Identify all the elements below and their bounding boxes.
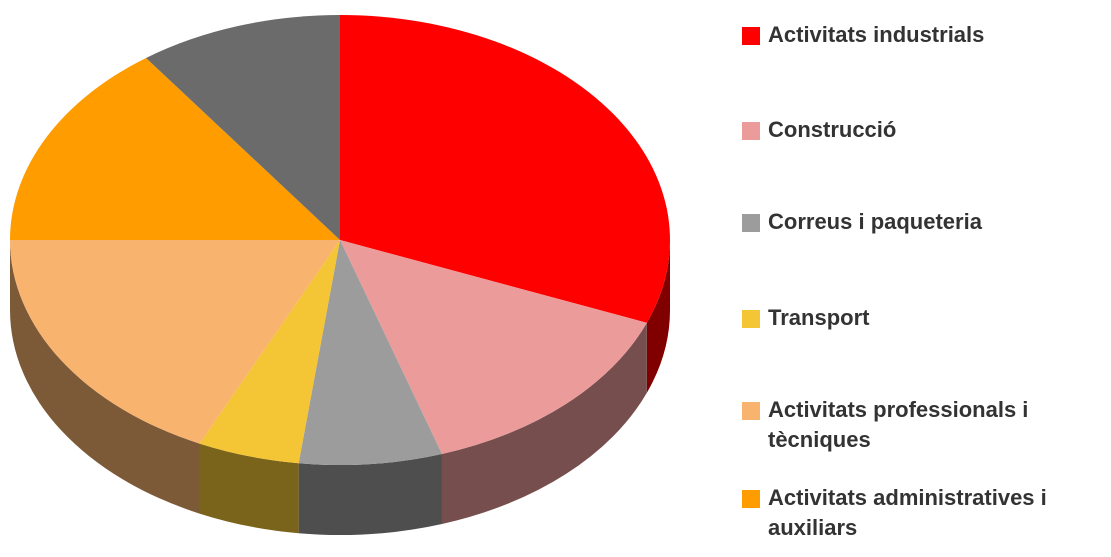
pie-side — [9, 240, 200, 514]
pie-slice — [9, 240, 340, 444]
pie-side — [298, 453, 442, 535]
legend-swatch — [742, 490, 760, 508]
legend-swatch — [742, 310, 760, 328]
pie-slice — [10, 57, 340, 240]
legend-label: Activitats industrials — [768, 22, 985, 47]
pie-slice — [146, 15, 340, 240]
pie-side — [646, 240, 670, 393]
legend-swatch — [742, 27, 760, 45]
legend-item: Transport — [742, 303, 1104, 333]
legend-item: Activitats administratives i auxiliars — [742, 483, 1104, 543]
pie-slice — [340, 15, 670, 323]
chart — [9, 15, 670, 535]
pie-slice — [298, 240, 442, 466]
pie-slice — [199, 240, 340, 464]
legend-item: Construcció — [742, 115, 1104, 145]
pie-side — [199, 443, 299, 534]
legend-swatch — [742, 402, 760, 420]
legend-label: Activitats professionals i tècniques — [768, 397, 1029, 452]
legend-label: Construcció — [768, 117, 897, 142]
legend-item: Activitats professionals i tècniques — [742, 395, 1104, 455]
legend-label: Correus i paqueteria — [768, 209, 982, 234]
pie-side — [441, 322, 647, 524]
legend-label: Activitats administratives i auxiliars — [768, 485, 1047, 540]
legend-label: Transport — [768, 305, 870, 330]
pie-slice — [340, 240, 647, 454]
legend-swatch — [742, 214, 760, 232]
legend-swatch — [742, 122, 760, 140]
legend-item: Correus i paqueteria — [742, 207, 1104, 237]
legend-item: Activitats industrials — [742, 20, 1104, 50]
